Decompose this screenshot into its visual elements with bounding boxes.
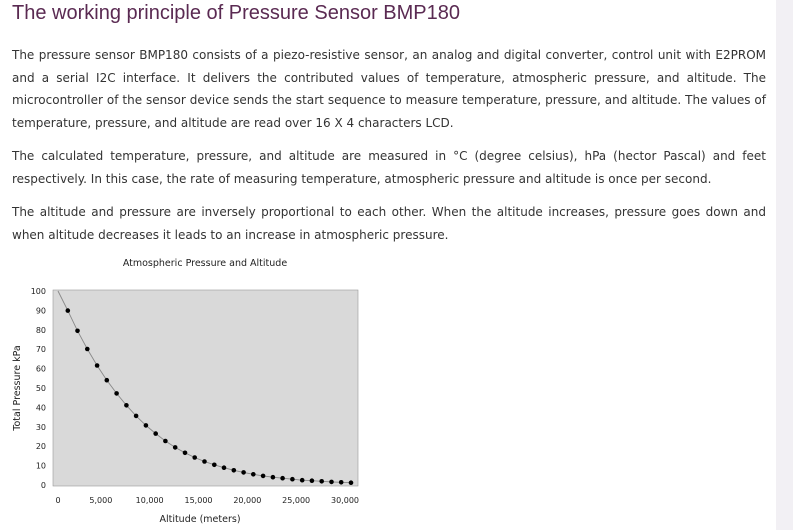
data-point bbox=[124, 403, 129, 408]
data-point bbox=[143, 423, 149, 428]
data-point bbox=[241, 470, 246, 475]
data-point bbox=[299, 477, 305, 483]
x-tick-label: 10,000 bbox=[136, 496, 164, 505]
pressure-altitude-chart: Atmospheric Pressure and Altitude 0 10 20 3… bbox=[12, 258, 359, 525]
y-tick-label: 90 bbox=[36, 306, 46, 315]
data-point bbox=[212, 462, 217, 468]
data-point bbox=[338, 480, 344, 485]
data-point bbox=[319, 479, 325, 484]
y-tick-label: 70 bbox=[36, 345, 46, 354]
y-axis-ticks: 0 10 20 30 40 50 60 70 80 90 100 bbox=[31, 287, 46, 490]
data-point bbox=[104, 377, 110, 383]
data-point bbox=[348, 480, 354, 485]
x-tick-label: 0 bbox=[55, 496, 60, 505]
data-point bbox=[309, 478, 315, 483]
page-content: The working principle of Pressure Sensor… bbox=[12, 2, 766, 525]
y-tick-label: 0 bbox=[41, 481, 46, 490]
paragraph-measurement-units: The calculated temperature, pressure, an… bbox=[12, 149, 766, 186]
x-tick-label: 30,000 bbox=[331, 496, 359, 505]
x-axis-label: Altitude (meters) bbox=[159, 514, 240, 525]
y-tick-label: 40 bbox=[36, 403, 46, 412]
data-point bbox=[231, 468, 237, 473]
data-point bbox=[163, 438, 168, 444]
data-markers bbox=[65, 308, 354, 485]
x-tick-label: 25,000 bbox=[282, 496, 310, 505]
chart-title: Atmospheric Pressure and Altitude bbox=[123, 258, 288, 269]
y-tick-label: 80 bbox=[36, 326, 46, 335]
data-point bbox=[65, 308, 71, 313]
data-point bbox=[182, 450, 188, 456]
data-point bbox=[85, 346, 90, 352]
data-point bbox=[153, 431, 158, 436]
data-point bbox=[280, 475, 285, 481]
data-point bbox=[94, 363, 100, 368]
x-tick-label: 20,000 bbox=[233, 496, 261, 505]
data-point bbox=[75, 328, 80, 334]
y-tick-label: 30 bbox=[36, 423, 46, 432]
paragraph-altitude-pressure: The altitude and pressure are inversely … bbox=[12, 205, 766, 242]
y-tick-label: 100 bbox=[31, 287, 46, 296]
data-point bbox=[260, 473, 266, 479]
y-axis-label: Total Pressure kPa bbox=[12, 345, 23, 431]
scroll-track[interactable] bbox=[776, 0, 793, 530]
x-axis-ticks: 0 5,000 10,000 15,000 20,000 25,000 30,000 bbox=[55, 496, 359, 505]
plot-area bbox=[52, 289, 359, 487]
x-tick-label: 5,000 bbox=[89, 496, 112, 505]
data-point bbox=[114, 391, 119, 396]
data-point bbox=[290, 476, 295, 482]
y-tick-label: 10 bbox=[36, 462, 46, 471]
y-tick-label: 20 bbox=[36, 442, 46, 451]
data-point bbox=[221, 465, 227, 470]
paragraph-sensor-description: The pressure sensor BMP180 consists of a… bbox=[12, 48, 766, 130]
x-tick-label: 15,000 bbox=[185, 496, 213, 505]
data-point bbox=[192, 455, 197, 460]
data-point bbox=[270, 474, 276, 480]
data-point bbox=[329, 479, 334, 485]
y-tick-label: 50 bbox=[36, 384, 46, 393]
page-title: The working principle of Pressure Sensor… bbox=[12, 2, 460, 24]
data-point bbox=[133, 413, 139, 419]
data-point bbox=[202, 459, 207, 464]
data-point bbox=[251, 472, 256, 477]
data-point bbox=[172, 445, 178, 450]
y-tick-label: 60 bbox=[36, 365, 46, 374]
